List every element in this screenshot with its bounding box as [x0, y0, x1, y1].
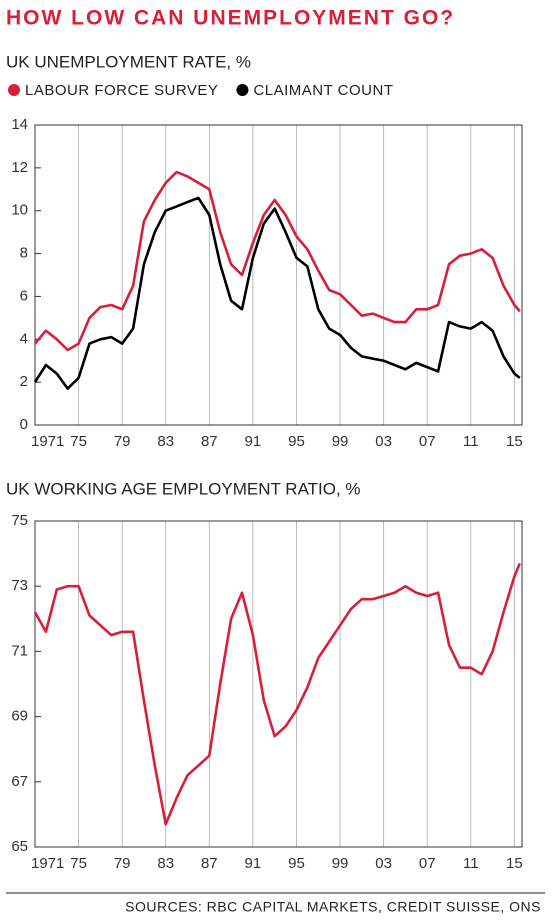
x-tick-label: 1971 — [31, 433, 64, 450]
x-tick-label: 87 — [201, 855, 218, 872]
y-tick-label: 0 — [20, 416, 28, 433]
y-tick-label: 4 — [20, 330, 28, 347]
x-tick-label: 99 — [332, 433, 349, 450]
source: SOURCES: RBC CAPITAL MARKETS, CREDIT SUI… — [125, 899, 541, 915]
x-tick-label: 79 — [114, 855, 131, 872]
y-tick-label: 75 — [11, 512, 28, 529]
y-tick-label: 65 — [11, 838, 28, 855]
x-tick-label: 87 — [201, 433, 218, 450]
x-tick-label: 95 — [288, 433, 305, 450]
plot-frame — [34, 124, 523, 426]
x-tick-label: 83 — [157, 433, 174, 450]
y-tick-label: 12 — [11, 159, 28, 176]
page-title: HOW LOW CAN UNEMPLOYMENT GO? — [6, 7, 455, 30]
x-tick-label: 11 — [463, 433, 479, 450]
series-line — [33, 196, 521, 390]
y-tick-label: 2 — [20, 373, 28, 390]
x-tick-label: 15 — [506, 855, 523, 872]
y-tick-label: 73 — [11, 577, 28, 594]
plot-frame — [34, 520, 523, 848]
x-tick-label: 15 — [506, 433, 523, 450]
x-tick-label: 83 — [157, 855, 174, 872]
legend-marker — [236, 84, 249, 96]
legend-label: LABOUR FORCE SURVEY — [25, 82, 218, 99]
series-line — [34, 170, 521, 352]
x-tick-label: 07 — [419, 433, 436, 450]
x-tick-label: 79 — [114, 433, 131, 450]
y-tick-label: 14 — [11, 116, 28, 133]
x-tick-label: 07 — [419, 855, 436, 872]
x-tick-label: 95 — [288, 855, 305, 872]
x-tick-label: 03 — [375, 433, 392, 450]
x-tick-label: 91 — [245, 855, 262, 872]
x-tick-label: 1971 — [31, 855, 64, 872]
x-tick-label: 03 — [375, 855, 392, 872]
y-tick-label: 67 — [11, 773, 28, 790]
x-tick-label: 99 — [332, 855, 349, 872]
series-line — [33, 562, 522, 826]
x-tick-label: 11 — [463, 855, 479, 872]
x-tick-label: 75 — [70, 433, 87, 450]
legend-label: CLAIMANT COUNT — [253, 82, 393, 99]
chart-title: UK WORKING AGE EMPLOYMENT RATIO, % — [6, 479, 361, 498]
y-tick-label: 8 — [20, 245, 28, 262]
legend-marker — [8, 84, 20, 96]
y-tick-label: 6 — [20, 287, 28, 304]
y-tick-label: 10 — [11, 202, 28, 219]
y-tick-label: 71 — [11, 642, 28, 659]
y-tick-label: 69 — [11, 708, 28, 725]
x-tick-label: 75 — [70, 855, 87, 872]
chart-title: UK UNEMPLOYMENT RATE, % — [6, 52, 251, 71]
x-tick-label: 91 — [245, 433, 262, 450]
